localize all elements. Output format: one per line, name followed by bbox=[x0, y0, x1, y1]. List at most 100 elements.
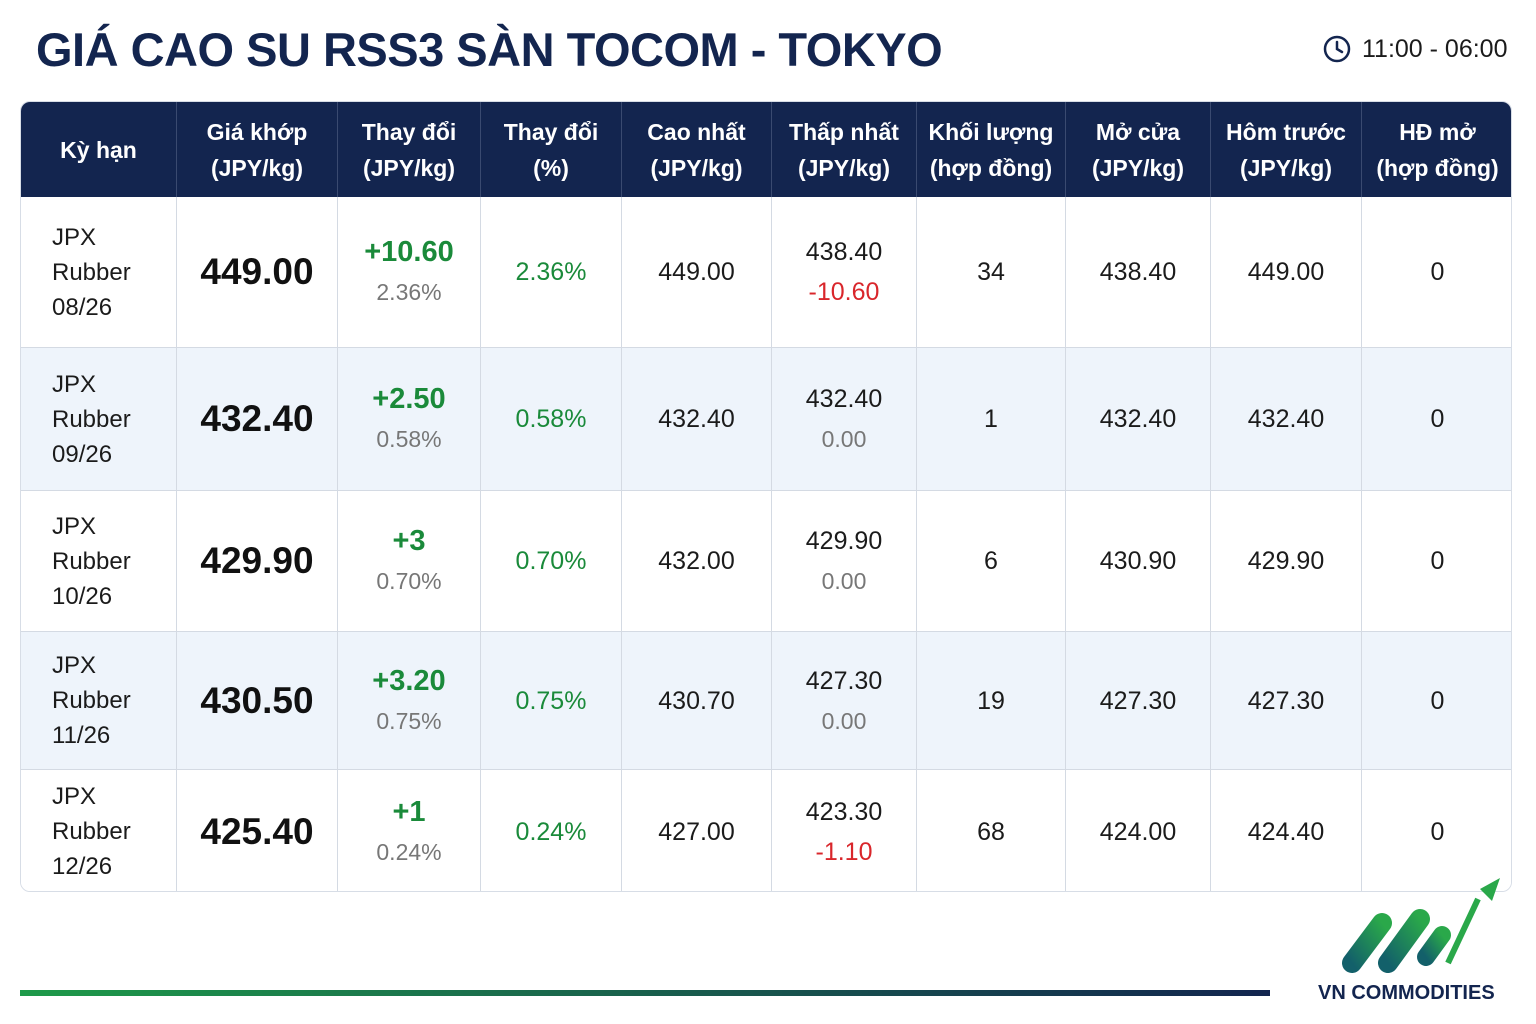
table-cell: 424.40 bbox=[1211, 770, 1362, 891]
header-text: (%) bbox=[533, 154, 569, 181]
table-cell: 432.40 bbox=[1066, 348, 1211, 491]
contract-line: 11/26 bbox=[52, 722, 111, 749]
header-text: Hôm trước bbox=[1226, 118, 1346, 145]
column-header: Khối lượng (hợp đồng) bbox=[917, 102, 1066, 197]
change-percent: 0.70% bbox=[376, 568, 442, 594]
column-header: Cao nhất (JPY/kg) bbox=[622, 102, 772, 197]
table-cell: 0 bbox=[1362, 491, 1511, 632]
column-header: Giá khớp (JPY/kg) bbox=[177, 102, 338, 197]
contract-line: 09/26 bbox=[52, 440, 113, 468]
table-cell: 430.90 bbox=[1066, 491, 1211, 632]
table-cell: 449.00 bbox=[622, 197, 772, 348]
table-cell: 0.75% bbox=[481, 632, 622, 770]
table-cell: 427.00 bbox=[622, 770, 772, 891]
table-cell: JPX Rubber 08/26 bbox=[21, 197, 177, 348]
table-cell: JPX Rubber 10/26 bbox=[21, 491, 177, 632]
table-cell: 427.30 0.00 bbox=[772, 632, 917, 770]
table-cell: 1 bbox=[917, 348, 1066, 491]
change-percent: 0.75% bbox=[515, 686, 587, 715]
volume: 68 bbox=[977, 817, 1005, 846]
table-cell: 425.40 bbox=[177, 770, 338, 891]
table-cell: 430.70 bbox=[622, 632, 772, 770]
table-cell: 427.30 bbox=[1211, 632, 1362, 770]
matched-price: 430.50 bbox=[200, 679, 314, 721]
matched-price: 432.40 bbox=[200, 398, 314, 439]
table-cell: JPX Rubber 09/26 bbox=[21, 348, 177, 491]
table-cell: 0 bbox=[1362, 197, 1511, 348]
column-header: Thay đổi (%) bbox=[481, 102, 622, 197]
header-text: HĐ mở bbox=[1399, 118, 1476, 145]
header-text: Thay đổi bbox=[361, 118, 457, 145]
table-cell: 19 bbox=[917, 632, 1066, 770]
table-cell: +3 0.70% bbox=[338, 491, 481, 632]
low-price: 427.30 bbox=[805, 666, 883, 695]
volume: 34 bbox=[977, 258, 1005, 286]
table-cell: 430.50 bbox=[177, 632, 338, 770]
high: 430.70 bbox=[658, 686, 735, 715]
contract-line: Rubber bbox=[52, 687, 131, 714]
header-text: (JPY/kg) bbox=[650, 154, 743, 181]
header-text: (hợp đồng) bbox=[1376, 154, 1499, 181]
contract-line: JPX bbox=[52, 512, 97, 540]
header-text: Thay đổi bbox=[503, 118, 599, 145]
low-price: 432.40 bbox=[805, 385, 883, 413]
change-percent: 2.36% bbox=[376, 279, 442, 305]
table-cell: 449.00 bbox=[177, 197, 338, 348]
contract-line: JPX bbox=[52, 652, 97, 679]
contract-line: JPX bbox=[52, 370, 97, 398]
open: 430.90 bbox=[1099, 547, 1177, 575]
brand-logo bbox=[1342, 878, 1500, 973]
title: GIÁ CAO SU RSS3 SÀN TOCOM - TOKYO bbox=[36, 23, 943, 76]
open-interest: 0 bbox=[1430, 817, 1445, 846]
table-cell: 429.90 bbox=[177, 491, 338, 632]
open-interest: 0 bbox=[1430, 405, 1445, 433]
prev-close: 432.40 bbox=[1247, 405, 1325, 433]
change-percent: 0.75% bbox=[376, 707, 442, 734]
table-cell: 2.36% bbox=[481, 197, 622, 348]
clock-icon bbox=[1323, 35, 1351, 63]
prev-close: 427.30 bbox=[1247, 686, 1325, 715]
table-cell: +3.20 0.75% bbox=[338, 632, 481, 770]
matched-price: 449.00 bbox=[200, 251, 314, 292]
change-value: +2.50 bbox=[372, 383, 446, 415]
table-cell: 438.40 bbox=[1066, 197, 1211, 348]
open-interest: 0 bbox=[1430, 686, 1445, 715]
prev-close: 424.40 bbox=[1247, 817, 1325, 846]
contract-line: Rubber bbox=[52, 547, 131, 575]
open: 424.00 bbox=[1099, 817, 1177, 846]
table-cell: +2.50 0.58% bbox=[338, 348, 481, 491]
column-header: Thay đổi (JPY/kg) bbox=[338, 102, 481, 197]
open-interest: 0 bbox=[1430, 258, 1445, 286]
volume: 1 bbox=[984, 405, 998, 433]
high: 432.40 bbox=[658, 405, 735, 433]
header-text: Mở cửa bbox=[1095, 118, 1181, 145]
table-cell: 427.30 bbox=[1066, 632, 1211, 770]
prev-close: 429.90 bbox=[1247, 547, 1325, 575]
change-percent: 0.58% bbox=[515, 405, 587, 433]
table-cell: 432.40 bbox=[177, 348, 338, 491]
low-change: -10.60 bbox=[808, 278, 880, 306]
low-change: 0.00 bbox=[821, 426, 867, 452]
table-cell: 432.40 bbox=[1211, 348, 1362, 491]
table-cell: 34 bbox=[917, 197, 1066, 348]
header-text: Khối lượng bbox=[928, 118, 1054, 145]
header-text: Cao nhất bbox=[647, 118, 746, 145]
header-text: Thấp nhất bbox=[789, 118, 899, 145]
contract-line: 12/26 bbox=[52, 853, 113, 880]
high: 432.00 bbox=[658, 547, 735, 575]
table-cell: 429.90 0.00 bbox=[772, 491, 917, 632]
volume: 19 bbox=[977, 686, 1005, 715]
table-cell: 68 bbox=[917, 770, 1066, 891]
header-text: (JPY/kg) bbox=[1091, 154, 1185, 181]
table-cell: 429.90 bbox=[1211, 491, 1362, 632]
change-value: +3 bbox=[392, 525, 426, 557]
matched-price: 429.90 bbox=[200, 540, 314, 581]
header-text: (JPY/kg) bbox=[1239, 154, 1333, 181]
header-text: Giá khớp bbox=[206, 118, 308, 145]
header-text: (JPY/kg) bbox=[210, 154, 304, 181]
change-percent: 0.24% bbox=[376, 838, 442, 865]
header-text: (JPY/kg) bbox=[797, 154, 891, 181]
column-header: Thấp nhất (JPY/kg) bbox=[772, 102, 917, 197]
table-cell: 438.40 -10.60 bbox=[772, 197, 917, 348]
